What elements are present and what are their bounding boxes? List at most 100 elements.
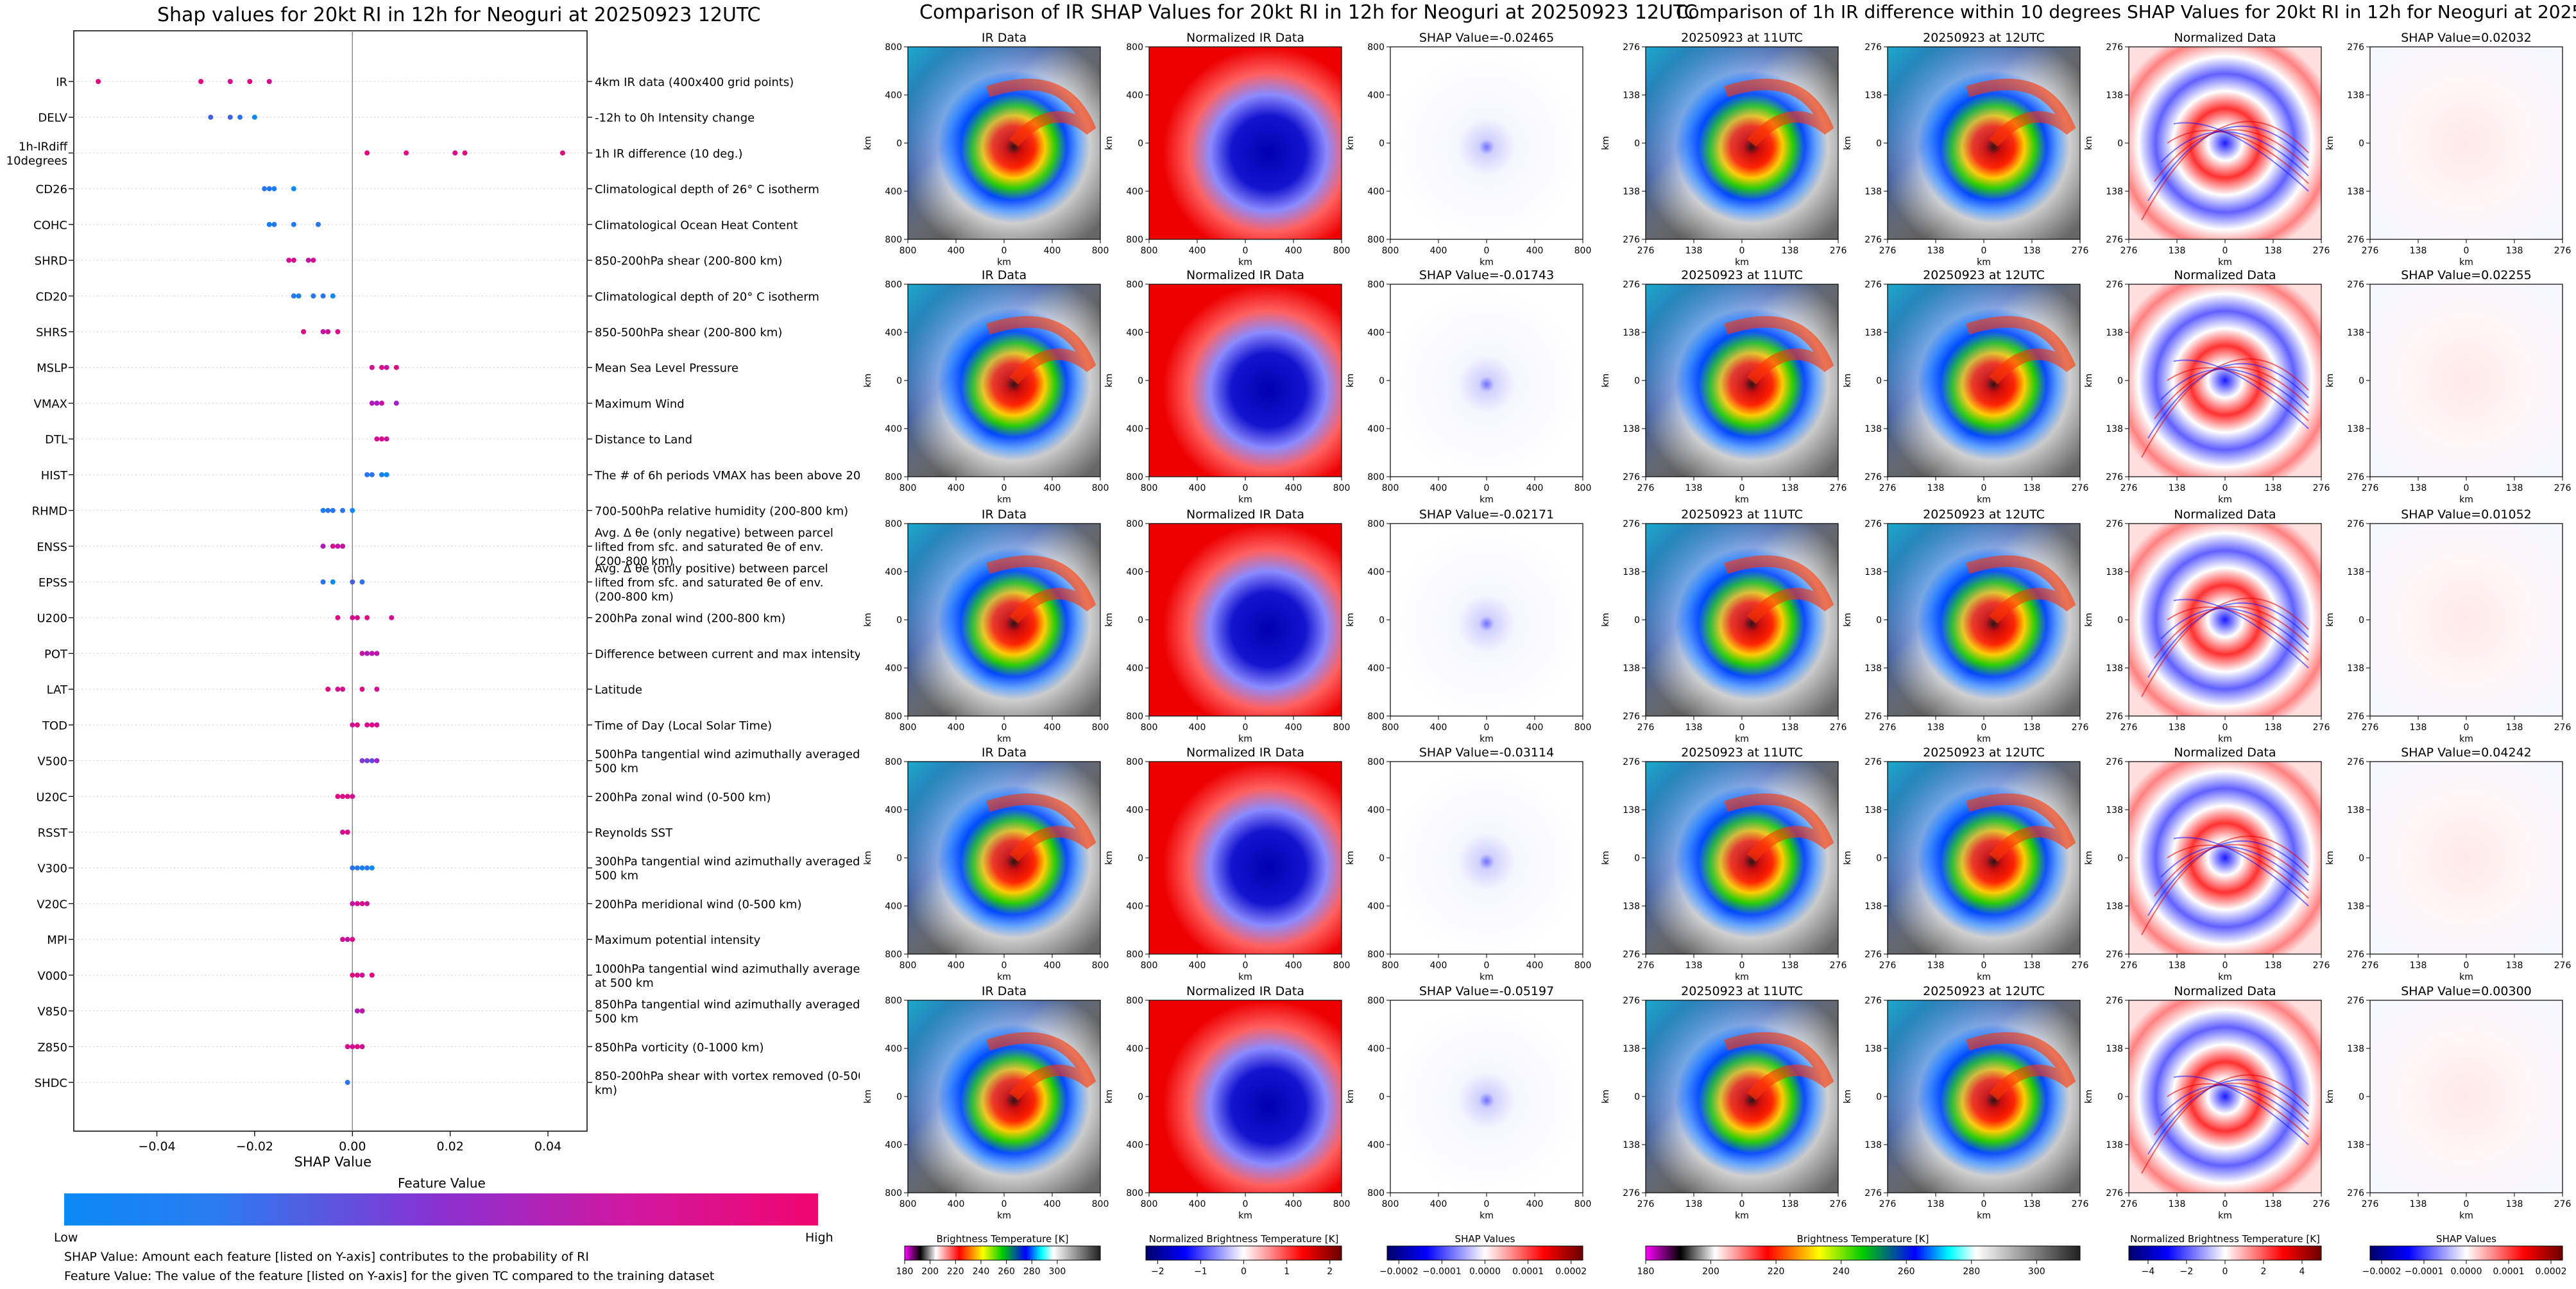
y-tick-label: 138 [1623,1044,1640,1054]
y-tick-label: 276 [2347,757,2364,767]
x-tick-label: 276 [1637,1199,1655,1209]
y-tick-label: 800 [1126,235,1143,245]
shap-point [335,543,341,549]
x-tick-label: 0 [1739,960,1745,971]
panel-image [1390,1000,1583,1193]
panel-title: Normalized Data [2174,31,2276,45]
y-tick-label: 400 [885,328,902,338]
y-axis-label: km [1843,1089,1853,1104]
spiral-band [1966,316,2076,384]
colorbar-title: Feature Value [398,1175,486,1191]
colorbar-tick-label: 0.0001 [2493,1267,2525,1277]
feature-label: SHRS [36,326,67,339]
shap-point [364,651,370,656]
spiral-band [1724,1032,1834,1100]
shap-point [364,472,370,477]
shap-point [374,400,380,406]
panel-title: SHAP Value=-0.01743 [1419,268,1554,282]
shap-point [301,329,307,334]
ir-shap-panel: SHAP Value=-0.02465 800 400 0 400 800 km 800 400… [1345,31,1591,268]
x-axis-label: km [1480,1211,1494,1221]
x-tick-label: 800 [1092,246,1109,256]
colorbar-strip [1145,1245,1342,1261]
diff-streak [2141,835,2309,935]
y-tick-label: 800 [1367,42,1385,53]
shap-point [340,508,346,513]
shap-point [559,150,565,156]
shap-point [462,150,468,156]
x-tick-label: 138 [1927,960,1945,971]
x-tick-label: 138 [2169,722,2186,733]
y-tick-label: 400 [1367,187,1385,197]
ir-data-panel: IR Data 800 400 0 400 800 km 800 400 0 400 800 km [863,984,1109,1221]
y-tick-label: 138 [1623,328,1640,338]
colorbar-strip [2369,1245,2563,1261]
x-tick-label: 276 [2072,246,2089,256]
shap-point [311,293,316,299]
feature-label: Z850 [37,1041,67,1054]
feature-label: V300 [37,862,67,876]
shap-point [227,114,233,120]
x-tick-label: 0 [1739,722,1745,733]
shap-point [345,937,350,943]
x-tick-label: 0.00 [339,1140,366,1154]
x-tick-label: 800 [1333,483,1351,493]
diff-streak [2147,125,2309,201]
shap-point [340,543,346,549]
diff-streak [2147,1079,2309,1155]
y-tick-label: 276 [1864,472,1882,482]
x-tick-label: 276 [2554,722,2572,733]
x-tick-label: 276 [2072,722,2089,733]
shap-point [379,472,384,477]
x-tick-label: 0.02 [437,1140,464,1154]
x-tick-label: 800 [1382,960,1399,971]
panel-title: SHAP Value=0.01052 [2401,508,2532,522]
y-axis-label: km [1345,851,1356,865]
colorbar-tick-label: 0.0001 [1512,1267,1544,1277]
panel-title: 20250923 at 11UTC [1681,31,1803,45]
y-tick-label: 138 [1623,567,1640,577]
colorbar-tick-label: 280 [1963,1267,1980,1277]
x-tick-label: 0 [1002,246,1007,256]
shap-point [350,615,355,620]
shap-point [384,472,389,477]
shap-point [369,865,375,871]
feature-label: V000 [37,969,67,983]
x-axis-label: km [1735,495,1749,505]
colorbar-label: Brightness Temperature [K] [937,1233,1069,1245]
y-tick-label: 138 [2106,90,2123,101]
x-axis-label: km [2459,972,2473,982]
y-axis-label: km [1601,1089,1611,1104]
panel-title: 20250923 at 11UTC [1681,746,1803,760]
y-tick-label: 0 [1138,376,1143,386]
feature-label: U20C [36,790,67,804]
panel-title: SHAP Value=-0.03114 [1419,746,1554,760]
spiral-band [986,555,1096,624]
spiral-band [986,793,1096,862]
x-tick-label: 276 [2072,1199,2089,1209]
x-tick-label: 0 [1484,483,1490,493]
x-axis-label: km [2218,972,2232,982]
y-tick-label: 400 [885,901,902,912]
shap-point [271,186,277,192]
y-tick-label: 800 [885,519,902,529]
panel-image [1149,524,1342,716]
y-tick-label: 0 [1876,1092,1882,1102]
colorbar-tick-label: 260 [998,1267,1015,1277]
ir-12utc-panel: 20250923 at 12UTC 276 138 0 138 276 km 276 138 0 1… [1843,746,2088,982]
shap-point [291,293,296,299]
panel-title: Normalized IR Data [1186,31,1304,45]
x-tick-label: 400 [1285,722,1302,733]
x-tick-label: 138 [2410,246,2427,256]
feature-description: km) [595,1084,617,1097]
y-tick-label: 400 [1126,187,1143,197]
feature-label: DTL [45,433,67,447]
x-tick-label: 0 [1484,722,1490,733]
y-tick-label: 400 [1126,805,1143,815]
feature-description: 850hPa vorticity (0-1000 km) [595,1041,764,1054]
y-tick-label: 800 [1126,280,1143,290]
y-tick-label: 138 [2106,805,2123,815]
y-tick-label: 138 [2106,663,2123,674]
ir-data-panel: IR Data 800 400 0 400 800 km 800 400 0 400 800 km [863,746,1109,982]
shap-point [350,901,355,907]
